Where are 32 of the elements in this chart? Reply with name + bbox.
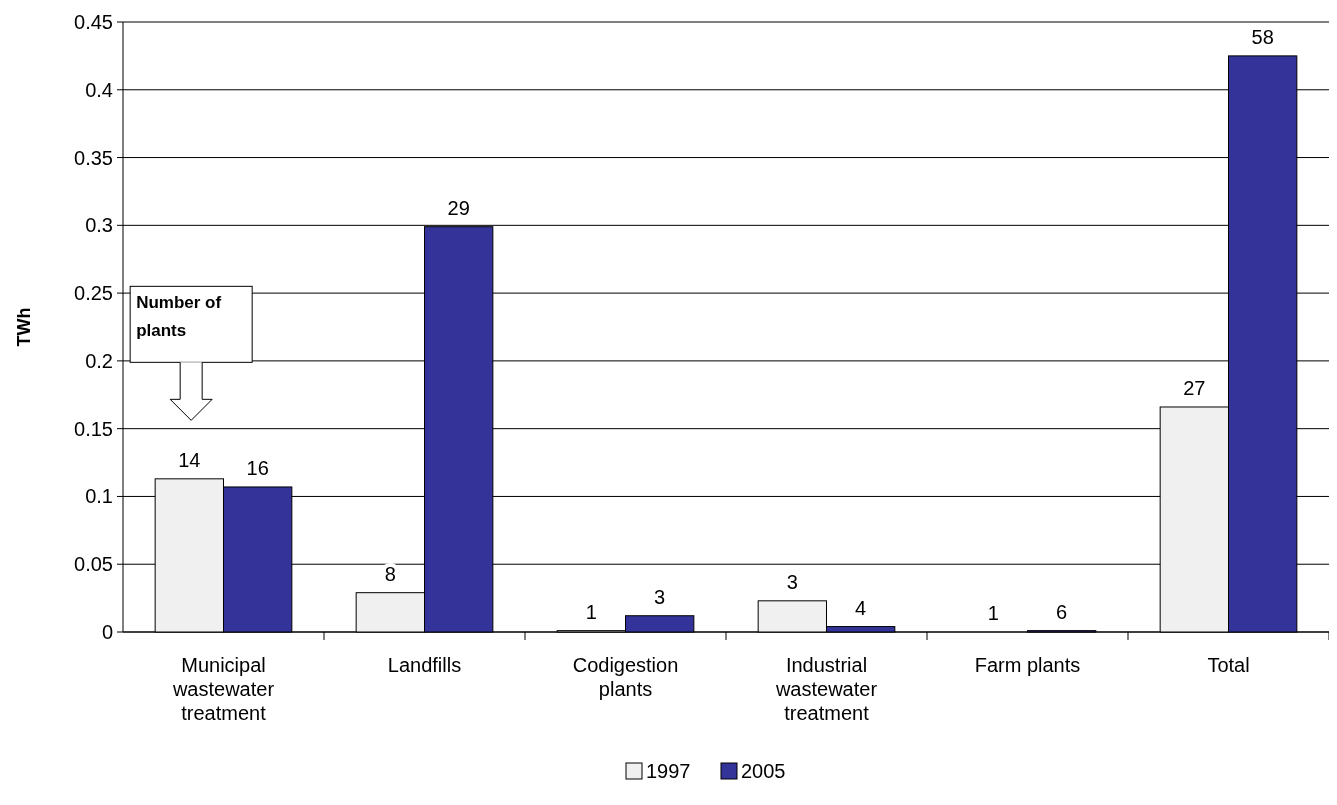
x-tick-label: Landfills: [387, 654, 462, 676]
annotation: 8: [384, 562, 396, 585]
legend-label: 2005: [741, 760, 786, 782]
y-tick-label: 0.4: [85, 78, 113, 101]
y-tick-label: 0.35: [74, 146, 113, 169]
x-tick-label: Total: [1207, 654, 1250, 676]
annotation: 16: [246, 456, 269, 479]
annotation: Number of plants: [136, 293, 222, 341]
annotation: 4: [855, 596, 867, 619]
y-tick-label: 0: [101, 621, 113, 643]
y-tick-label: 0.2: [85, 349, 113, 372]
y-axis-title: TWh: [14, 307, 34, 347]
x-tick-label: Codigestion plants: [572, 654, 679, 700]
y-tick-label: 0.15: [74, 417, 113, 440]
annotation: 58: [1251, 25, 1274, 48]
y-tick-label: 0.25: [74, 282, 113, 305]
annotation: 3: [654, 585, 666, 608]
x-tick-label: Farm plants: [974, 654, 1081, 676]
annotation: 1: [585, 600, 597, 623]
annotation: 14: [178, 448, 201, 471]
annotation: 1: [987, 602, 999, 624]
legend-label: 1997: [646, 760, 691, 782]
annotation: 3: [786, 570, 798, 593]
y-tick-label: 0.3: [85, 214, 113, 237]
annotation: 27: [1183, 376, 1206, 399]
y-tick-label: 0.05: [74, 553, 113, 576]
annotation: 6: [1056, 600, 1068, 623]
x-tick-label: Municipal wastewater treatment: [171, 654, 275, 724]
x-tick-label: Industrial wastewater treatment: [774, 654, 878, 724]
annotation: 29: [447, 196, 470, 219]
y-tick-label: 0.1: [85, 485, 113, 508]
y-tick-label: 0.45: [74, 11, 113, 33]
